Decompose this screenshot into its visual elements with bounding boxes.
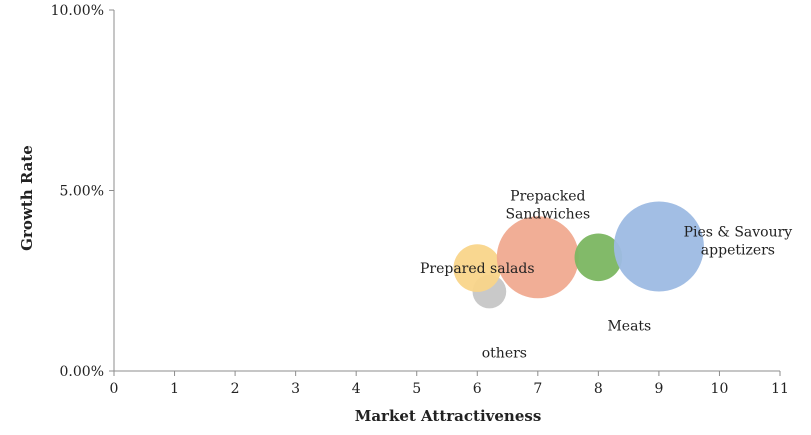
y-tick-label: 5.00% bbox=[60, 184, 104, 200]
bubble-label: Prepacked bbox=[510, 188, 585, 204]
x-tick-label: 3 bbox=[291, 381, 300, 397]
bubble-layer bbox=[453, 201, 704, 309]
axes-layer: 0 1 2 3 4 5 6 7 8 9 10 11 0.00% 5.00% 10.00% bbox=[51, 3, 789, 397]
bubble-prepacked-sandwiches bbox=[496, 216, 579, 299]
bubble-meats bbox=[574, 233, 623, 282]
x-tick-label: 7 bbox=[533, 381, 542, 397]
x-tick-label: 11 bbox=[771, 381, 789, 397]
x-tick-label: 1 bbox=[170, 381, 179, 397]
x-tick-label: 6 bbox=[473, 381, 482, 397]
x-tick-label: 2 bbox=[231, 381, 240, 397]
y-tick-label: 10.00% bbox=[51, 3, 104, 19]
x-axis-title: Market Attractiveness bbox=[355, 407, 542, 425]
x-tick-label: 0 bbox=[110, 381, 119, 397]
bubble-label: Sandwiches bbox=[505, 206, 590, 222]
x-tick-label: 5 bbox=[412, 381, 421, 397]
bubble-pies-savoury-appetizers bbox=[613, 201, 704, 292]
y-tick-label: 0.00% bbox=[60, 364, 104, 380]
x-tick-label: 10 bbox=[711, 381, 729, 397]
x-tick-label: 8 bbox=[594, 381, 603, 397]
x-tick-label: 9 bbox=[654, 381, 663, 397]
bubble-label: Meats bbox=[607, 318, 651, 334]
bubble-label: Pies & Savoury bbox=[684, 224, 793, 240]
bubble-label: others bbox=[482, 346, 527, 362]
bubble-label: appetizers bbox=[701, 242, 775, 258]
x-tick-label: 4 bbox=[352, 381, 361, 397]
bubble-label: Prepared salads bbox=[420, 261, 535, 277]
y-axis-title: Growth Rate bbox=[18, 145, 36, 251]
bubble-label-layer: others Prepared salads Prepacked Sandwiches… bbox=[420, 188, 792, 361]
bubble-prepared-salads bbox=[453, 244, 502, 292]
